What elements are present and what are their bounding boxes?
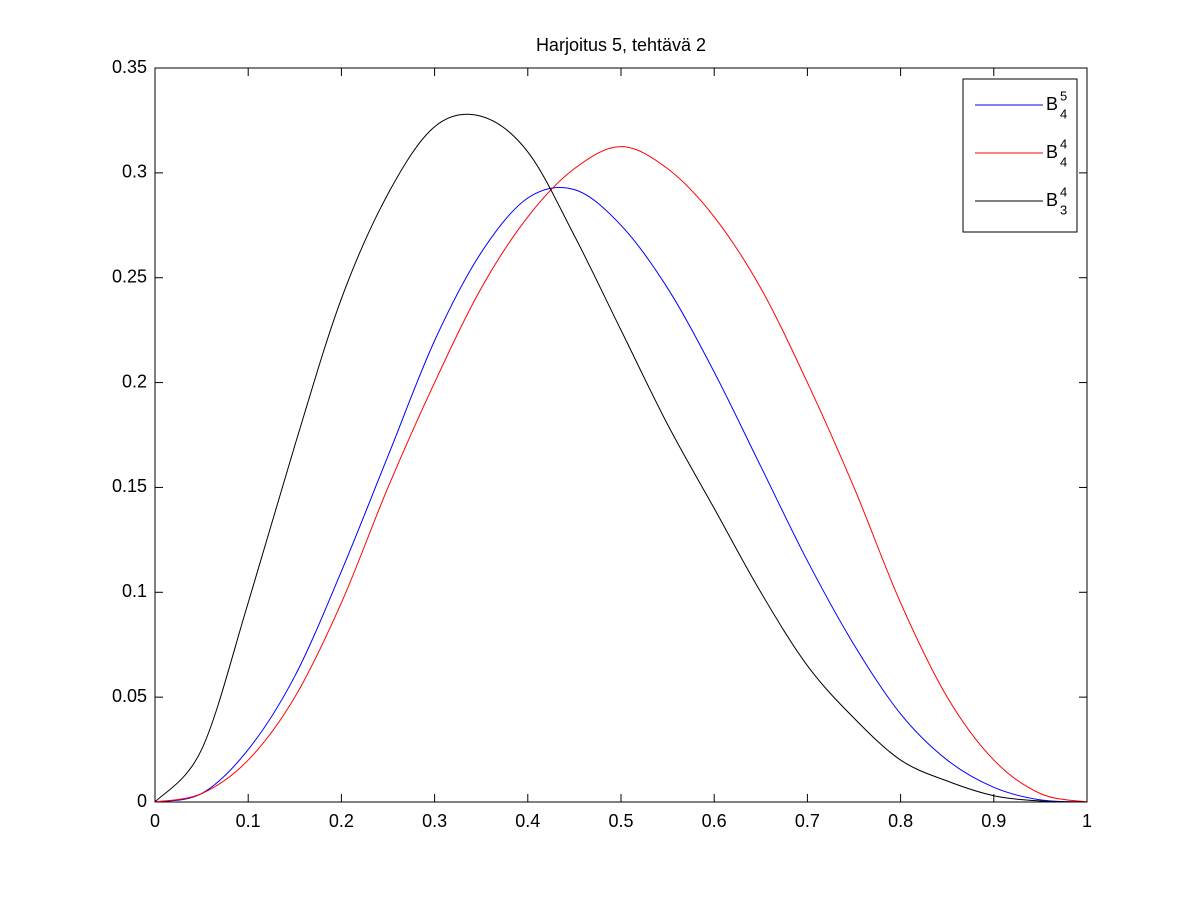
- x-tick-label: 0.1: [236, 811, 261, 831]
- plot-area: [154, 67, 1088, 803]
- y-tick-label: 0.1: [122, 581, 147, 601]
- y-tick-label: 0: [137, 791, 147, 811]
- x-tick-label: 0.9: [981, 811, 1006, 831]
- x-tick-label: 0.2: [329, 811, 354, 831]
- x-tick-label: 0.6: [702, 811, 727, 831]
- legend-superscript: 4: [1060, 184, 1067, 199]
- x-tick-label: 0.8: [888, 811, 913, 831]
- x-tick-label: 0.5: [608, 811, 633, 831]
- y-tick-label: 0.2: [122, 371, 147, 391]
- x-tick-label: 0.3: [422, 811, 447, 831]
- legend-superscript: 4: [1060, 136, 1067, 151]
- x-tick-label: 0.7: [795, 811, 820, 831]
- legend-label: B: [1046, 190, 1058, 210]
- y-tick-label: 0.05: [112, 686, 147, 706]
- series-line: [154, 146, 1088, 803]
- y-tick-label: 0.15: [112, 476, 147, 496]
- chart-title: Harjoitus 5, tehtävä 2: [536, 35, 706, 55]
- series-line: [154, 187, 1088, 803]
- x-tick-label: 1: [1082, 811, 1092, 831]
- legend-label: B: [1046, 142, 1058, 162]
- x-tick-label: 0.4: [515, 811, 540, 831]
- legend-label: B: [1046, 94, 1058, 114]
- legend-superscript: 5: [1060, 88, 1067, 103]
- series-line: [154, 113, 1088, 803]
- legend-subscript: 3: [1060, 202, 1067, 217]
- y-tick-label: 0.3: [122, 162, 147, 182]
- x-tick-label: 0: [150, 811, 160, 831]
- legend-subscript: 4: [1060, 106, 1067, 121]
- y-tick-label: 0.35: [112, 57, 147, 77]
- y-tick-label: 0.25: [112, 266, 147, 286]
- legend-subscript: 4: [1060, 154, 1067, 169]
